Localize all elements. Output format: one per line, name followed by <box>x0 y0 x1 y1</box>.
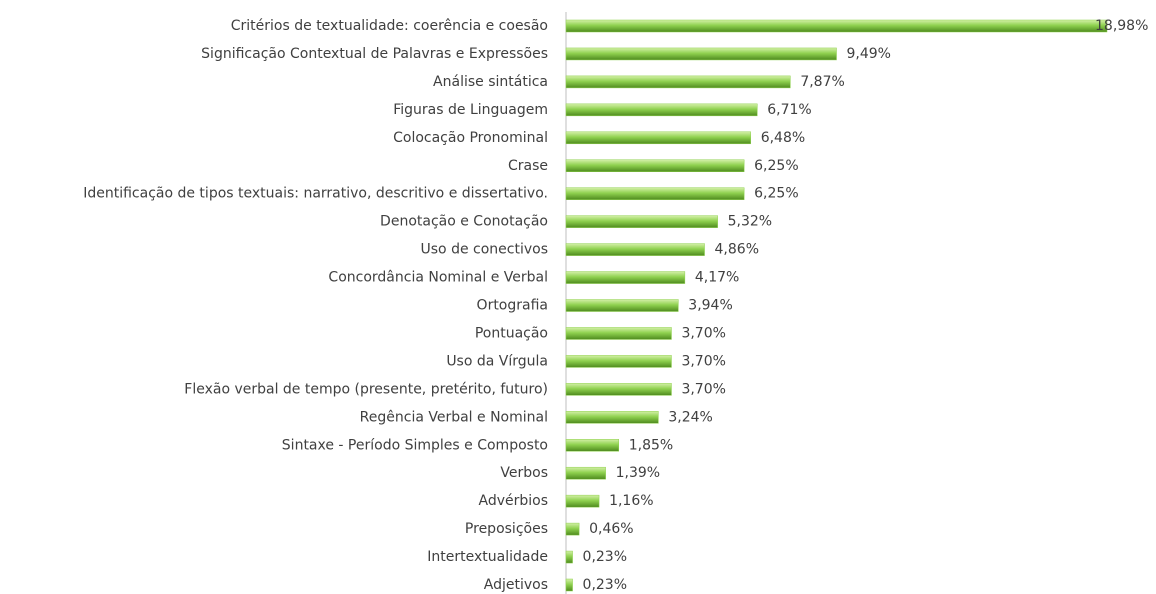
data-label: 6,25% <box>754 158 798 174</box>
data-label: 3,70% <box>681 381 725 397</box>
category-label: Figuras de Linguagem <box>393 102 548 118</box>
data-label: 4,17% <box>695 270 739 286</box>
bar <box>565 327 672 340</box>
bar <box>565 355 672 368</box>
category-label: Uso de conectivos <box>421 242 548 258</box>
data-label: 4,86% <box>715 242 759 258</box>
bar <box>565 383 672 396</box>
data-label: 3,70% <box>681 325 725 341</box>
data-label: 3,24% <box>668 409 712 425</box>
bar <box>565 494 600 508</box>
category-label: Pontuação <box>475 325 548 341</box>
bar <box>565 187 745 200</box>
bar <box>565 103 758 117</box>
bar <box>565 215 718 228</box>
category-label: Advérbios <box>478 493 548 509</box>
data-label: 0,23% <box>583 577 627 593</box>
data-label: 0,23% <box>583 549 627 565</box>
category-label: Regência Verbal e Nominal <box>360 409 548 425</box>
data-label: 5,32% <box>728 214 772 230</box>
data-label: 1,39% <box>616 465 660 481</box>
data-label: 3,94% <box>688 298 732 314</box>
data-label: 18,98% <box>1095 18 1148 34</box>
category-label: Critérios de textualidade: coerência e c… <box>231 18 548 34</box>
bar <box>565 131 751 145</box>
category-label: Uso da Vírgula <box>446 353 548 369</box>
data-label: 6,25% <box>754 186 798 202</box>
bar <box>565 522 580 536</box>
category-label: Significação Contextual de Palavras e Ex… <box>201 46 548 62</box>
data-label: 0,46% <box>589 521 633 537</box>
bar <box>565 466 606 480</box>
category-label: Flexão verbal de tempo (presente, pretér… <box>184 381 548 397</box>
data-label: 6,48% <box>761 130 805 146</box>
category-label: Sintaxe - Período Simples e Composto <box>282 437 548 453</box>
data-label: 1,85% <box>629 437 673 453</box>
data-label: 7,87% <box>800 74 844 90</box>
bar <box>565 550 573 564</box>
category-label: Concordância Nominal e Verbal <box>328 270 548 286</box>
data-label: 3,70% <box>681 353 725 369</box>
bar <box>565 159 745 172</box>
category-label: Intertextualidade <box>427 549 548 565</box>
category-label: Denotação e Conotação <box>380 214 548 230</box>
category-label: Análise sintática <box>433 74 548 90</box>
bar <box>565 578 573 592</box>
bar <box>565 411 659 424</box>
bar <box>565 299 679 312</box>
bar <box>565 243 705 256</box>
category-label: Crase <box>508 158 548 174</box>
category-label: Identificação de tipos textuais: narrati… <box>83 186 548 202</box>
data-label: 9,49% <box>847 46 891 62</box>
bar <box>565 75 791 89</box>
bar <box>565 439 619 452</box>
category-label: Verbos <box>500 465 548 481</box>
data-label: 1,16% <box>609 493 653 509</box>
category-label: Adjetivos <box>484 577 548 593</box>
bar <box>565 271 686 284</box>
category-label: Preposições <box>465 521 548 537</box>
bar <box>565 19 1108 33</box>
category-label: Colocação Pronominal <box>393 130 548 146</box>
bar <box>565 47 837 61</box>
data-label: 6,71% <box>767 102 811 118</box>
category-label: Ortografia <box>477 298 548 314</box>
